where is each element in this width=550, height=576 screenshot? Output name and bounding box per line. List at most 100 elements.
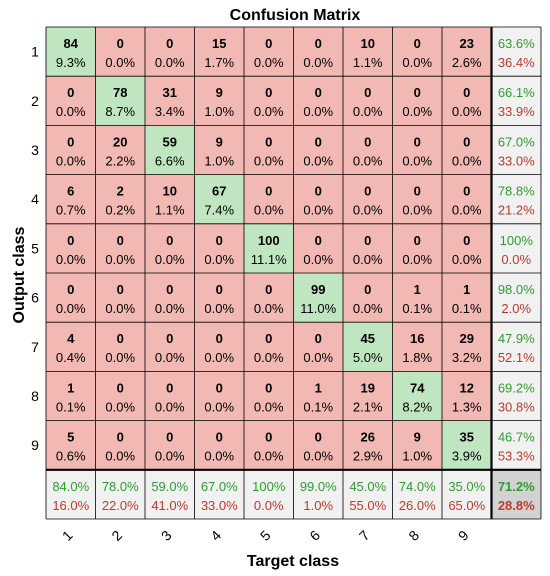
cell-count: 9	[216, 134, 223, 149]
col-error-rate: 26.0%	[399, 498, 436, 513]
matrix-cell	[392, 273, 442, 323]
row-precision: 47.9%	[498, 331, 535, 346]
cell-percent: 0.0%	[254, 399, 284, 414]
x-tick-label: 4	[207, 527, 224, 544]
cell-count: 0	[265, 134, 272, 149]
cell-percent: 8.7%	[105, 104, 135, 119]
cell-percent: 0.0%	[303, 203, 333, 218]
cell-percent: 11.1%	[251, 252, 287, 267]
matrix-cell	[95, 223, 145, 273]
matrix-cell	[145, 322, 195, 372]
col-summary-cell	[442, 469, 492, 519]
col-summary-cell	[145, 469, 195, 519]
matrix-cell	[343, 174, 393, 224]
matrix-cell	[392, 125, 442, 175]
matrix-cell	[145, 27, 195, 77]
cell-percent: 0.0%	[105, 252, 135, 267]
cell-count: 0	[265, 282, 272, 297]
cell-percent: 0.0%	[155, 449, 185, 464]
cell-count: 1	[67, 380, 74, 395]
cell-count: 0	[166, 380, 173, 395]
col-recall: 74.0%	[399, 479, 436, 494]
cell-percent: 0.0%	[105, 449, 135, 464]
matrix-cell	[293, 223, 343, 273]
cell-count: 9	[414, 430, 421, 445]
row-precision: 46.7%	[498, 430, 535, 445]
cell-count: 99	[311, 282, 325, 297]
col-recall: 35.0%	[448, 479, 485, 494]
cell-count: 0	[315, 134, 322, 149]
matrix-cell	[46, 76, 96, 126]
x-axis-label: Target class	[247, 553, 339, 570]
col-summary-cell	[194, 469, 244, 519]
matrix-cell	[392, 76, 442, 126]
cell-percent: 1.8%	[402, 350, 432, 365]
row-error-rate: 33.0%	[498, 153, 535, 168]
cell-count: 0	[315, 233, 322, 248]
cell-percent: 0.0%	[402, 55, 432, 70]
matrix-cell	[194, 322, 244, 372]
matrix-cell	[244, 174, 294, 224]
cell-percent: 2.1%	[353, 399, 383, 414]
cell-count: 1	[315, 380, 322, 395]
cell-percent: 0.0%	[353, 203, 383, 218]
cell-percent: 0.0%	[155, 399, 185, 414]
row-summary-cell	[491, 125, 541, 175]
cell-count: 0	[67, 85, 74, 100]
row-precision: 67.0%	[498, 134, 535, 149]
cell-percent: 0.0%	[254, 203, 284, 218]
matrix-cell	[343, 223, 393, 273]
cell-count: 0	[463, 85, 470, 100]
matrix-cell	[244, 322, 294, 372]
matrix-cell	[145, 420, 195, 470]
cell-count: 0	[216, 430, 223, 445]
row-precision: 98.0%	[498, 282, 535, 297]
cell-count: 0	[315, 430, 322, 445]
cell-percent: 0.1%	[56, 399, 86, 414]
cell-count: 0	[265, 430, 272, 445]
cell-percent: 5.0%	[353, 350, 383, 365]
col-recall: 100%	[252, 479, 286, 494]
matrix-cell	[293, 125, 343, 175]
cell-percent: 0.0%	[254, 301, 284, 316]
y-tick-label: 6	[31, 290, 39, 306]
cell-percent: 0.0%	[56, 104, 86, 119]
cell-count: 0	[315, 36, 322, 51]
cell-count: 0	[265, 380, 272, 395]
matrix-cell	[293, 322, 343, 372]
matrix-cell	[343, 76, 393, 126]
matrix-cell	[46, 125, 96, 175]
cell-percent: 0.0%	[452, 104, 482, 119]
matrix-cell	[442, 223, 492, 273]
cell-percent: 0.4%	[56, 350, 86, 365]
cell-percent: 9.3%	[56, 55, 86, 70]
y-axis-label: Output class	[11, 226, 28, 323]
matrix-cell	[392, 174, 442, 224]
cell-percent: 6.6%	[155, 153, 185, 168]
cell-percent: 1.3%	[452, 399, 482, 414]
cell-percent: 0.0%	[303, 252, 333, 267]
col-recall: 45.0%	[349, 479, 386, 494]
row-summary-cell	[491, 223, 541, 273]
y-tick-label: 7	[31, 339, 39, 355]
matrix-cell	[145, 125, 195, 175]
matrix-cell	[244, 371, 294, 421]
matrix-cell	[194, 27, 244, 77]
cell-percent: 0.0%	[204, 252, 234, 267]
overall-accuracy-cell	[491, 469, 541, 519]
y-tick-label: 9	[31, 437, 39, 453]
cell-percent: 0.2%	[105, 203, 135, 218]
cell-count: 2	[117, 184, 124, 199]
matrix-cell	[46, 223, 96, 273]
cell-count: 0	[265, 85, 272, 100]
col-recall: 78.0%	[102, 479, 139, 494]
cell-percent: 0.0%	[254, 350, 284, 365]
cell-count: 0	[117, 36, 124, 51]
matrix-cell	[145, 371, 195, 421]
cell-percent: 0.0%	[155, 350, 185, 365]
cell-percent: 0.0%	[155, 252, 185, 267]
matrix-cell	[194, 125, 244, 175]
overall-error: 28.8%	[498, 498, 535, 513]
matrix-cell	[95, 174, 145, 224]
